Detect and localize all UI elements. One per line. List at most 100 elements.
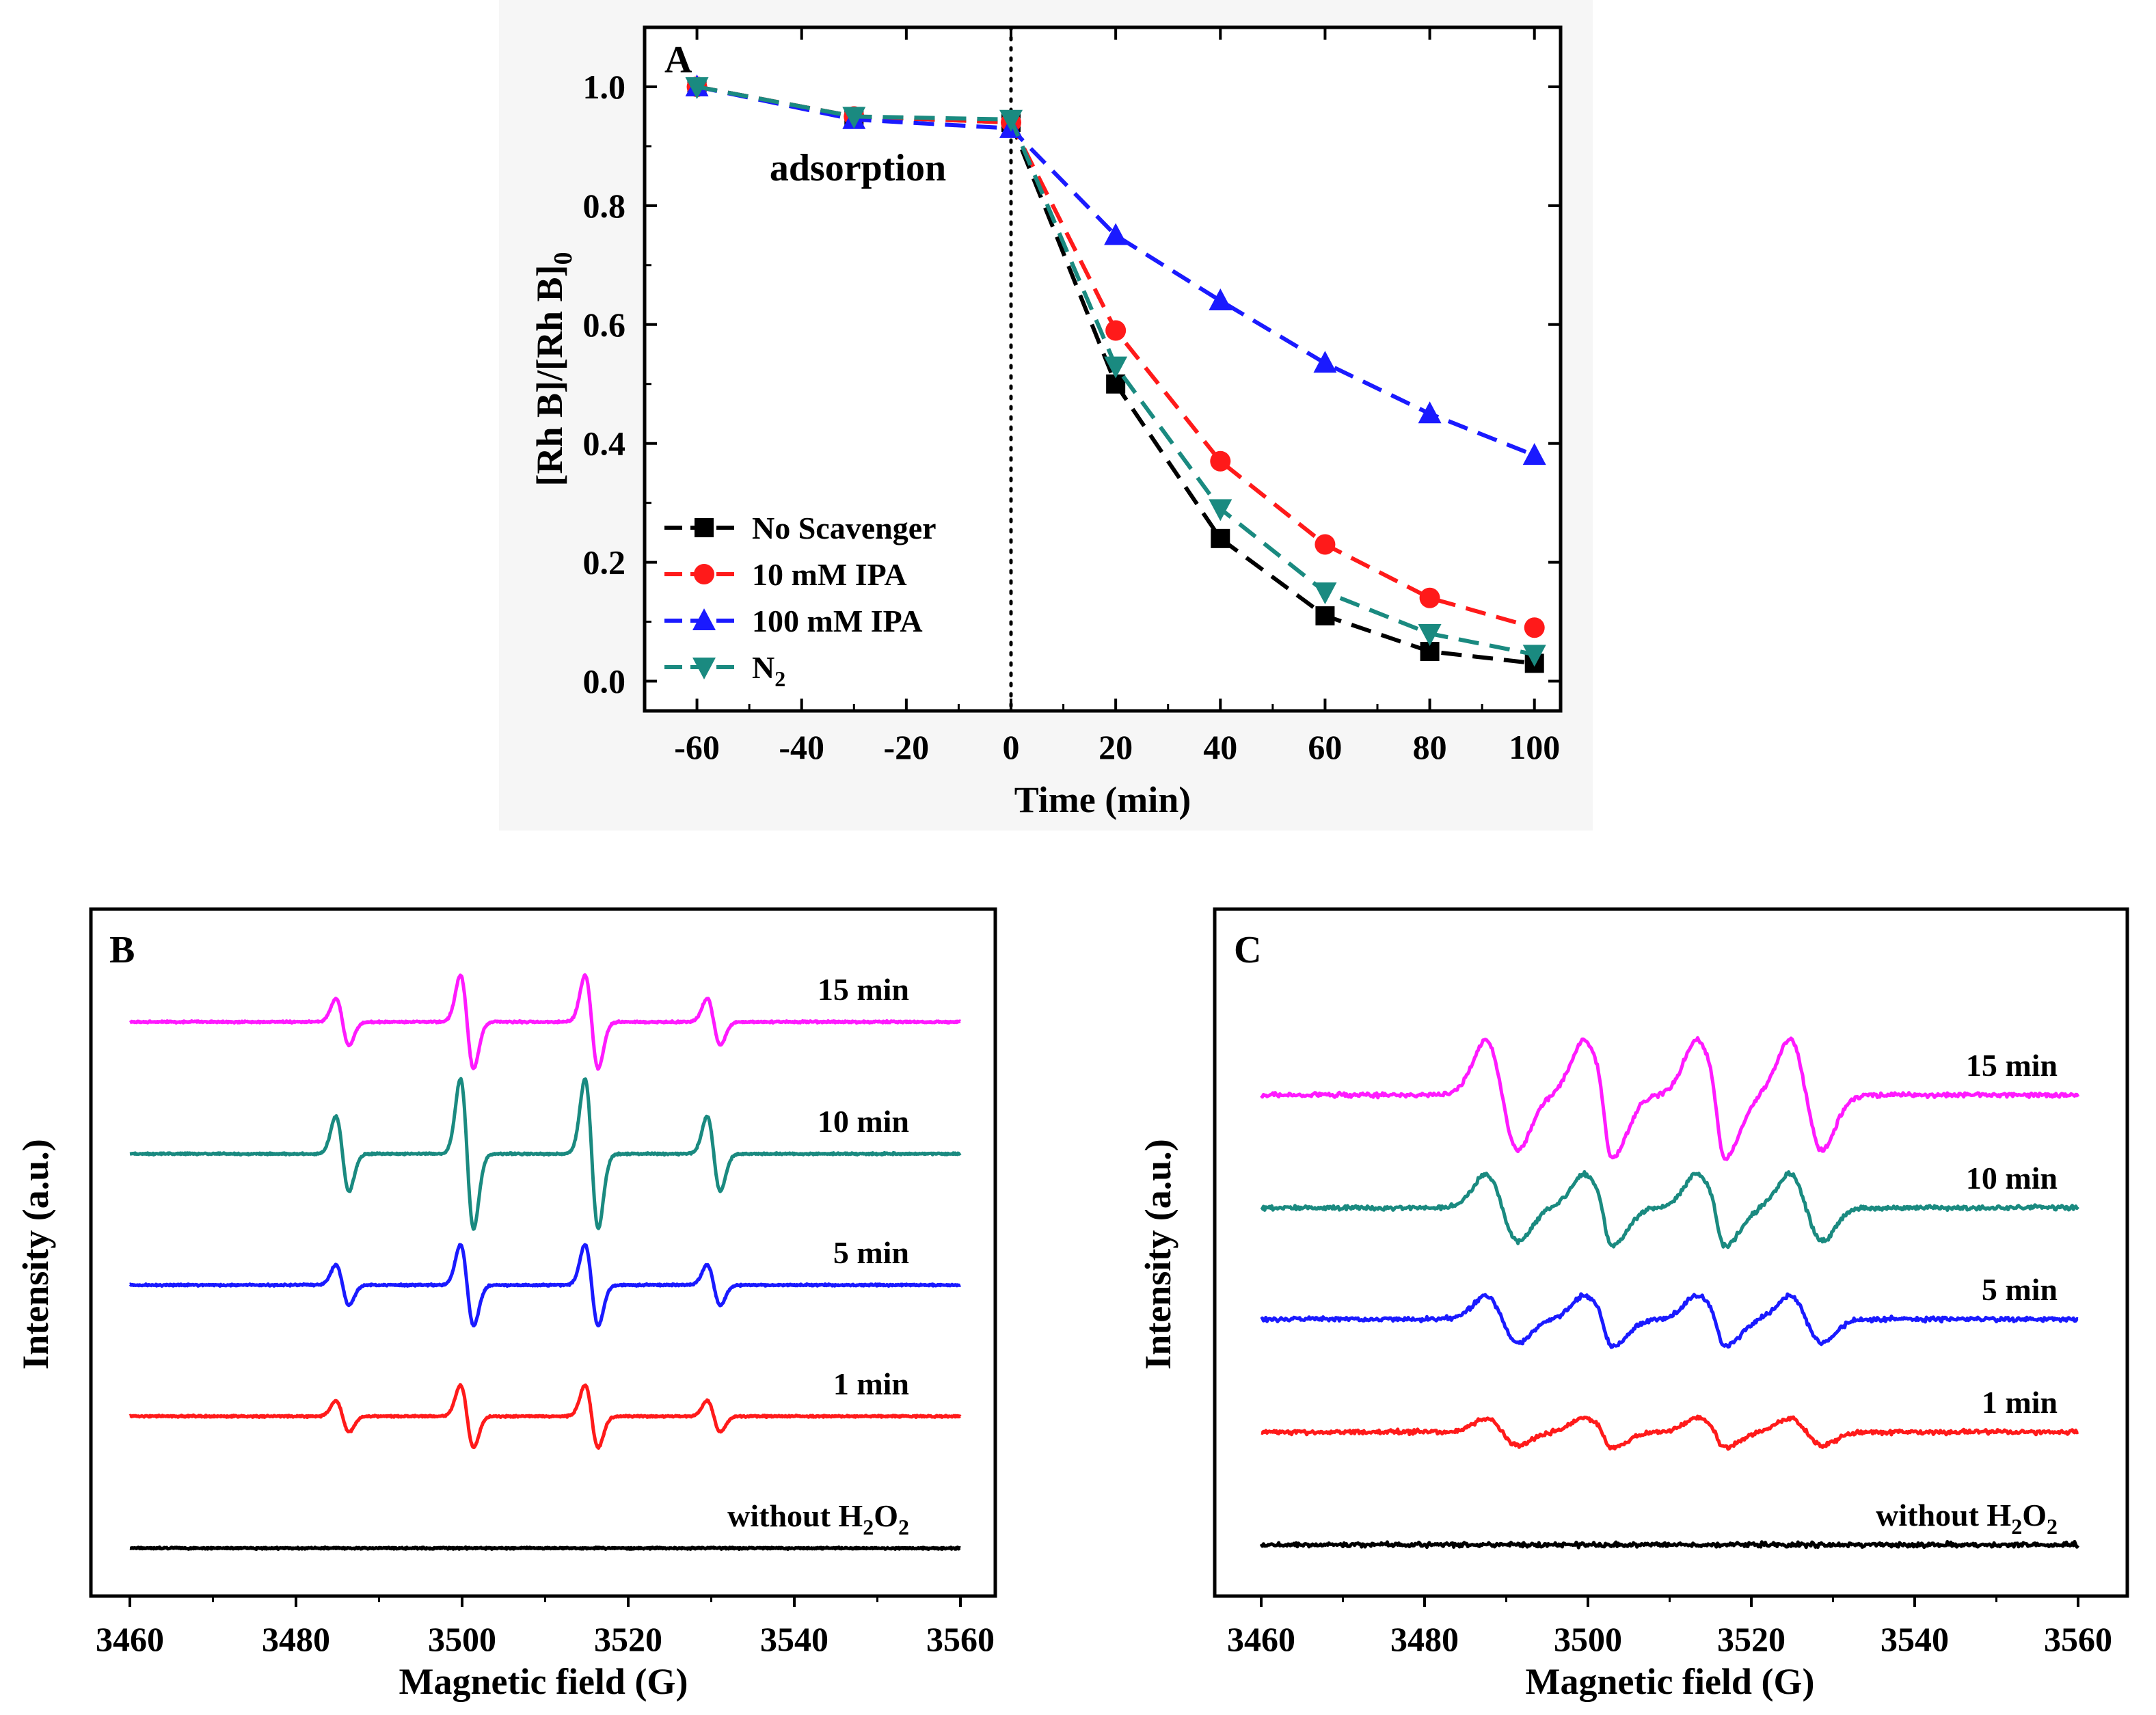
- data-point-n: [842, 107, 866, 129]
- trace-label-without-h: without H2O2: [1876, 1498, 2058, 1539]
- trace-label-5-min: 5 min: [1982, 1272, 2058, 1307]
- trace-label-main: 15 min: [818, 972, 909, 1007]
- trace-label-10-min: 10 min: [1966, 1161, 2058, 1196]
- panel-c-frame: [1213, 907, 2129, 1598]
- panel-a-y-tick-label: 0.8: [583, 187, 626, 225]
- trace-label-main: without H: [1876, 1498, 2011, 1532]
- series-1-min: [129, 1383, 962, 1450]
- panel-a-x-axis-title: Time (min): [1014, 779, 1191, 820]
- legend-item-10-mm-ipa: 10 mM IPA: [664, 557, 907, 592]
- panel-a-y-axis-title: [Rh B]/[Rh B]0: [529, 252, 578, 486]
- trace-label-sub2: 2: [2047, 1514, 2058, 1539]
- panel-a-x-tick-label: 40: [1203, 728, 1237, 766]
- panel-a-x-tick-label: 60: [1308, 728, 1342, 766]
- panel-b: 3460 3480 3500 3520 3540 3560 B Magnetic fiel…: [15, 907, 997, 1702]
- panel-b-x-tick-label: 3520: [594, 1620, 662, 1658]
- data-point-100-mm-ipa: [1104, 223, 1128, 245]
- legend-label: N2: [752, 650, 785, 691]
- trace-label-1-min: 1 min: [1982, 1385, 2058, 1420]
- series-15-min: [1260, 1036, 2080, 1161]
- legend-item-n: N2: [664, 650, 785, 691]
- trace-label-suffix: O: [874, 1498, 898, 1533]
- series-line-no-scavenger: [697, 85, 1535, 666]
- legend-swatch-marker: [694, 564, 714, 584]
- panel-a-y-tick-label: 0.4: [583, 424, 626, 463]
- panel-b-x-tick-label: 3500: [428, 1620, 496, 1658]
- data-point-n: [1418, 623, 1442, 646]
- panel-a-y-tick-label: 0.6: [583, 306, 626, 344]
- panel-c-x-tick-label: 3540: [1881, 1620, 1949, 1658]
- data-point-n: [999, 109, 1023, 132]
- panel-b-x-tick-label: 3480: [262, 1620, 330, 1658]
- panel-c-x-tick-labels: 3460 3480 3500 3520 3540 3560: [1227, 1620, 2112, 1658]
- trace-label-main: 1 min: [833, 1366, 909, 1401]
- panel-a-x-tick-label: 80: [1413, 728, 1447, 766]
- series-line-n: [697, 85, 1535, 657]
- panel-a-y-axis-title-main: [Rh B]/[Rh B]: [529, 265, 570, 486]
- data-point-10-mm-ipa: [1210, 450, 1231, 472]
- trace-label-suffix: O: [2022, 1498, 2047, 1532]
- data-point-10-mm-ipa: [1419, 587, 1440, 608]
- legend-swatch-marker: [695, 518, 714, 537]
- panel-b-x-tick-label: 3560: [926, 1620, 995, 1658]
- panel-c-letter: C: [1234, 929, 1261, 971]
- panel-c-x-tick-label: 3560: [2044, 1620, 2112, 1658]
- panel-a-x-tick-label: -40: [779, 728, 824, 766]
- panel-b-x-tick-label: 3460: [96, 1620, 164, 1658]
- legend-label-main: No Scavenger: [752, 511, 936, 545]
- data-point-10-mm-ipa: [1315, 534, 1336, 555]
- legend-item-100-mm-ipa: 100 mM IPA: [664, 604, 923, 638]
- panel-a-x-tick-label: -60: [674, 728, 720, 766]
- data-point-n: [1104, 356, 1128, 379]
- panel-a-x-tick-label: 100: [1509, 728, 1560, 766]
- panel-a-plot-area: [645, 27, 1561, 711]
- trace-1-min: [1261, 1414, 2079, 1451]
- series-1-min: [1261, 1414, 2079, 1451]
- panel-b-y-axis-title: Intensity (a.u.): [15, 1139, 56, 1370]
- trace-label-main: 5 min: [1982, 1272, 2058, 1307]
- trace-5-min: [1260, 1292, 2079, 1349]
- trace-label-main: 15 min: [1966, 1048, 2058, 1083]
- series-line-10-mm-ipa: [697, 85, 1535, 630]
- panel-a-y-axis-title-sub: 0: [549, 252, 578, 265]
- data-point-100-mm-ipa: [1418, 401, 1442, 424]
- panel-c-y-axis-title: Intensity (a.u.): [1137, 1139, 1178, 1370]
- data-point-no-scavenger: [1211, 528, 1230, 548]
- panel-a-y-tick-label: 1.0: [583, 68, 626, 106]
- panel-a-x-tick-labels: -60 -40 -20 0 20 40 60 80 100: [674, 728, 1560, 766]
- panel-c-x-tick-label: 3500: [1554, 1620, 1622, 1658]
- trace-label-10-min: 10 min: [818, 1104, 909, 1139]
- panel-c: 3460 3480 3500 3520 3540 3560 C Magnetic fiel…: [1137, 907, 2129, 1702]
- trace-label-main: 10 min: [818, 1104, 909, 1139]
- legend-label: 100 mM IPA: [752, 604, 923, 638]
- panel-a-legend: No Scavenger 10 mM IPA 100 mM IPA N2: [664, 511, 936, 691]
- series-10-min: [129, 1077, 962, 1231]
- panel-b-ticks: [129, 1596, 962, 1607]
- panel-c-ticks: [1260, 1596, 2079, 1607]
- legend-label-main: N: [752, 650, 774, 685]
- panel-a-y-tick-label: 0.0: [583, 662, 626, 701]
- data-point-100-mm-ipa: [1313, 351, 1337, 373]
- legend-label-main: 100 mM IPA: [752, 604, 923, 638]
- data-point-n: [1313, 582, 1337, 605]
- legend-swatch-marker: [692, 658, 716, 679]
- data-point-100-mm-ipa: [1209, 288, 1232, 310]
- trace-label-without-h: without H2O2: [727, 1498, 909, 1539]
- panel-c-x-tick-label: 3520: [1717, 1620, 1786, 1658]
- series-5-min: [129, 1243, 962, 1327]
- trace-label-sub: 2: [2011, 1514, 2022, 1539]
- data-point-10-mm-ipa: [1105, 320, 1127, 341]
- panel-a-y-tick-labels: 0.0 0.2 0.4 0.6 0.8 1.0: [583, 68, 626, 701]
- series-without-h: [129, 1545, 962, 1552]
- panel-a-letter: A: [664, 39, 692, 81]
- panel-a-frame: [643, 25, 1563, 713]
- trace-15-min: [1260, 1036, 2080, 1161]
- panel-a-series: [685, 74, 1546, 673]
- panel-a: -60 -40 -20 0 20 40 60 80 100 0.00.20.40.60.81.0…: [499, 0, 1593, 831]
- data-point-n: [685, 77, 709, 99]
- legend-label-sub: 2: [774, 666, 785, 691]
- legend-swatch-marker: [692, 608, 716, 630]
